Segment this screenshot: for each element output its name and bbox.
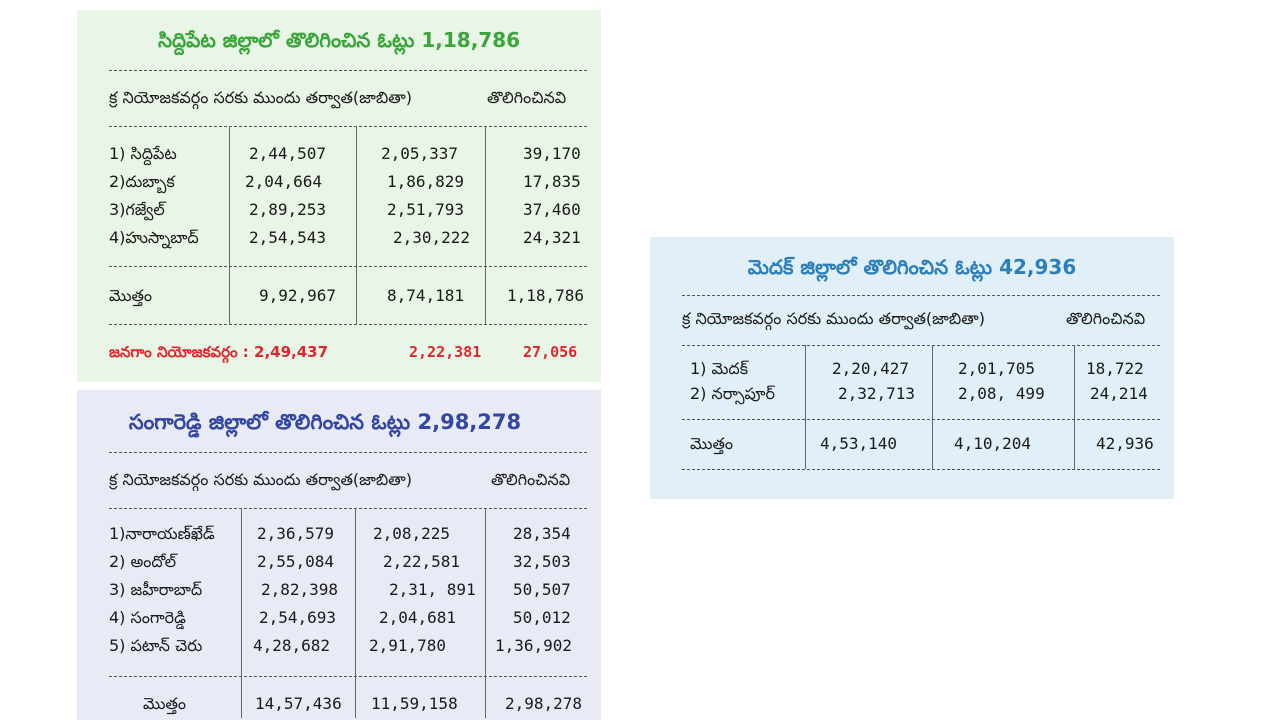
column-divider [1074, 345, 1075, 469]
total-after: 8,74,181 [387, 286, 465, 305]
table-row-removed: 37,460 [523, 200, 581, 219]
table-row-removed: 50,012 [513, 608, 571, 627]
table-row-name: 3)గజ్వేల్ [109, 200, 165, 219]
column-divider [355, 508, 356, 718]
table-row-name: 1) మెదక్ [690, 359, 749, 378]
table-row-after: 2,08,225 [373, 524, 451, 543]
table-row-after: 2,51,793 [387, 200, 465, 219]
column-divider [229, 126, 230, 324]
header-removed: తొలిగించినవి [491, 470, 571, 489]
table-row-before: 2,44,507 [249, 144, 327, 163]
table-row-before: 2,54,543 [249, 228, 327, 247]
medak-table-panel: మెదక్ జిల్లాలో తొలిగించిన ఓట్లు 42,936 క… [650, 237, 1174, 499]
table-row-before: 2,32,713 [838, 384, 916, 403]
jangaon-note-after: 2,22,381 [409, 343, 482, 361]
table-row-removed: 17,835 [523, 172, 581, 191]
divider [109, 508, 587, 509]
total-before: 9,92,967 [259, 286, 337, 305]
header-left: క్ర నియోజకవర్గం సరకు ముందు తర్వాత(జాబితా… [109, 88, 412, 107]
divider [682, 469, 1160, 470]
table-row-after: 2,05,337 [381, 144, 459, 163]
header-left: క్ర నియోజకవర్గం సరకు ముందు తర్వాత(జాబితా… [109, 470, 412, 489]
table-row-after: 2,22,581 [383, 552, 461, 571]
column-divider [485, 126, 486, 324]
total-after: 11,59,158 [371, 694, 458, 713]
table-row-removed: 24,214 [1090, 384, 1148, 403]
table-row-after: 2,04,681 [379, 608, 457, 627]
table-row-removed: 28,354 [513, 524, 571, 543]
total-after: 4,10,204 [954, 434, 1032, 453]
table-row-removed: 39,170 [523, 144, 581, 163]
table-row-after: 2,31, 891 [389, 580, 476, 599]
total-before: 14,57,436 [255, 694, 342, 713]
table-row-name: 1) సిద్దిపేట [109, 144, 177, 163]
table-row-before: 2,20,427 [832, 359, 910, 378]
total-label: మొత్తం [109, 286, 153, 305]
column-divider [356, 126, 357, 324]
table-row-before: 2,04,664 [245, 172, 323, 191]
table-row-after: 2,30,222 [393, 228, 471, 247]
total-removed: 42,936 [1096, 434, 1154, 453]
table-row-before: 2,36,579 [257, 524, 335, 543]
header-removed: తొలిగించినవి [487, 88, 567, 107]
jangaon-note-label: జనగాం నియోజకవర్గం : 2,49,437 [109, 343, 329, 361]
column-divider [805, 345, 806, 469]
total-label: మొత్తం [690, 434, 734, 453]
table-row-after: 2,08, 499 [958, 384, 1045, 403]
header-left: క్ర నియోజకవర్గం సరకు ముందు తర్వాత(జాబితా… [682, 309, 985, 328]
divider [109, 324, 587, 325]
siddipet-title: సిద్దిపేట జిల్లాలో తొలిగించిన ఓట్లు 1,18… [157, 28, 521, 52]
table-row-name: 2)దుబ్బాక [109, 172, 175, 191]
total-label: మొత్తం [143, 694, 187, 713]
table-row-removed: 50,507 [513, 580, 571, 599]
medak-title: మెదక్ జిల్లాలో తొలిగించిన ఓట్లు 42,936 [747, 255, 1077, 279]
divider [109, 266, 587, 267]
table-row-name: 1)నారాయణ్‌ఖేడ్ [109, 524, 215, 543]
table-row-removed: 32,503 [513, 552, 571, 571]
divider [682, 345, 1160, 346]
table-row-name: 5) పటాన్ చెరు [109, 636, 203, 655]
jangaon-note-removed: 27,056 [523, 343, 578, 361]
total-removed: 1,18,786 [507, 286, 585, 305]
table-row-before: 2,55,084 [257, 552, 335, 571]
table-row-before: 4,28,682 [253, 636, 331, 655]
header-removed: తొలిగించినవి [1066, 309, 1146, 328]
table-row-after: 2,01,705 [958, 359, 1036, 378]
total-removed: 2,98,278 [505, 694, 583, 713]
table-row-after: 2,91,780 [369, 636, 447, 655]
table-row-name: 4)హుస్నాబాద్ [109, 228, 199, 247]
table-row-name: 2) నర్సాపూర్ [690, 384, 775, 403]
table-row-before: 2,82,398 [261, 580, 339, 599]
divider [109, 676, 587, 677]
divider [109, 452, 587, 453]
table-row-before: 2,54,693 [259, 608, 337, 627]
column-divider [932, 345, 933, 469]
table-row-name: 3) జహీరాబాద్ [109, 580, 203, 599]
column-divider [241, 508, 242, 718]
column-divider [485, 508, 486, 718]
table-row-removed: 1,36,902 [495, 636, 573, 655]
table-row-removed: 24,321 [523, 228, 581, 247]
table-row-removed: 18,722 [1086, 359, 1144, 378]
table-row-name: 4) సంగారెడ్డి [109, 608, 186, 627]
divider [682, 419, 1160, 420]
table-row-name: 2) అందోల్ [109, 552, 177, 571]
divider [109, 126, 587, 127]
table-row-after: 1,86,829 [387, 172, 465, 191]
divider [109, 70, 587, 71]
siddipet-table-panel: సిద్దిపేట జిల్లాలో తొలిగించిన ఓట్లు 1,18… [77, 10, 601, 382]
sangareddy-table-panel: సంగారెడ్డి జిల్లాలో తొలిగించిన ఓట్లు 2,9… [77, 390, 601, 720]
table-row-before: 2,89,253 [249, 200, 327, 219]
divider [682, 295, 1160, 296]
sangareddy-title: సంగారెడ్డి జిల్లాలో తొలిగించిన ఓట్లు 2,9… [128, 410, 522, 434]
total-before: 4,53,140 [820, 434, 898, 453]
